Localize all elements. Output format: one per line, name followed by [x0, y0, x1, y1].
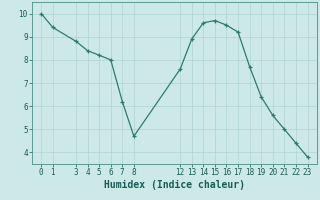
- X-axis label: Humidex (Indice chaleur): Humidex (Indice chaleur): [104, 180, 245, 190]
